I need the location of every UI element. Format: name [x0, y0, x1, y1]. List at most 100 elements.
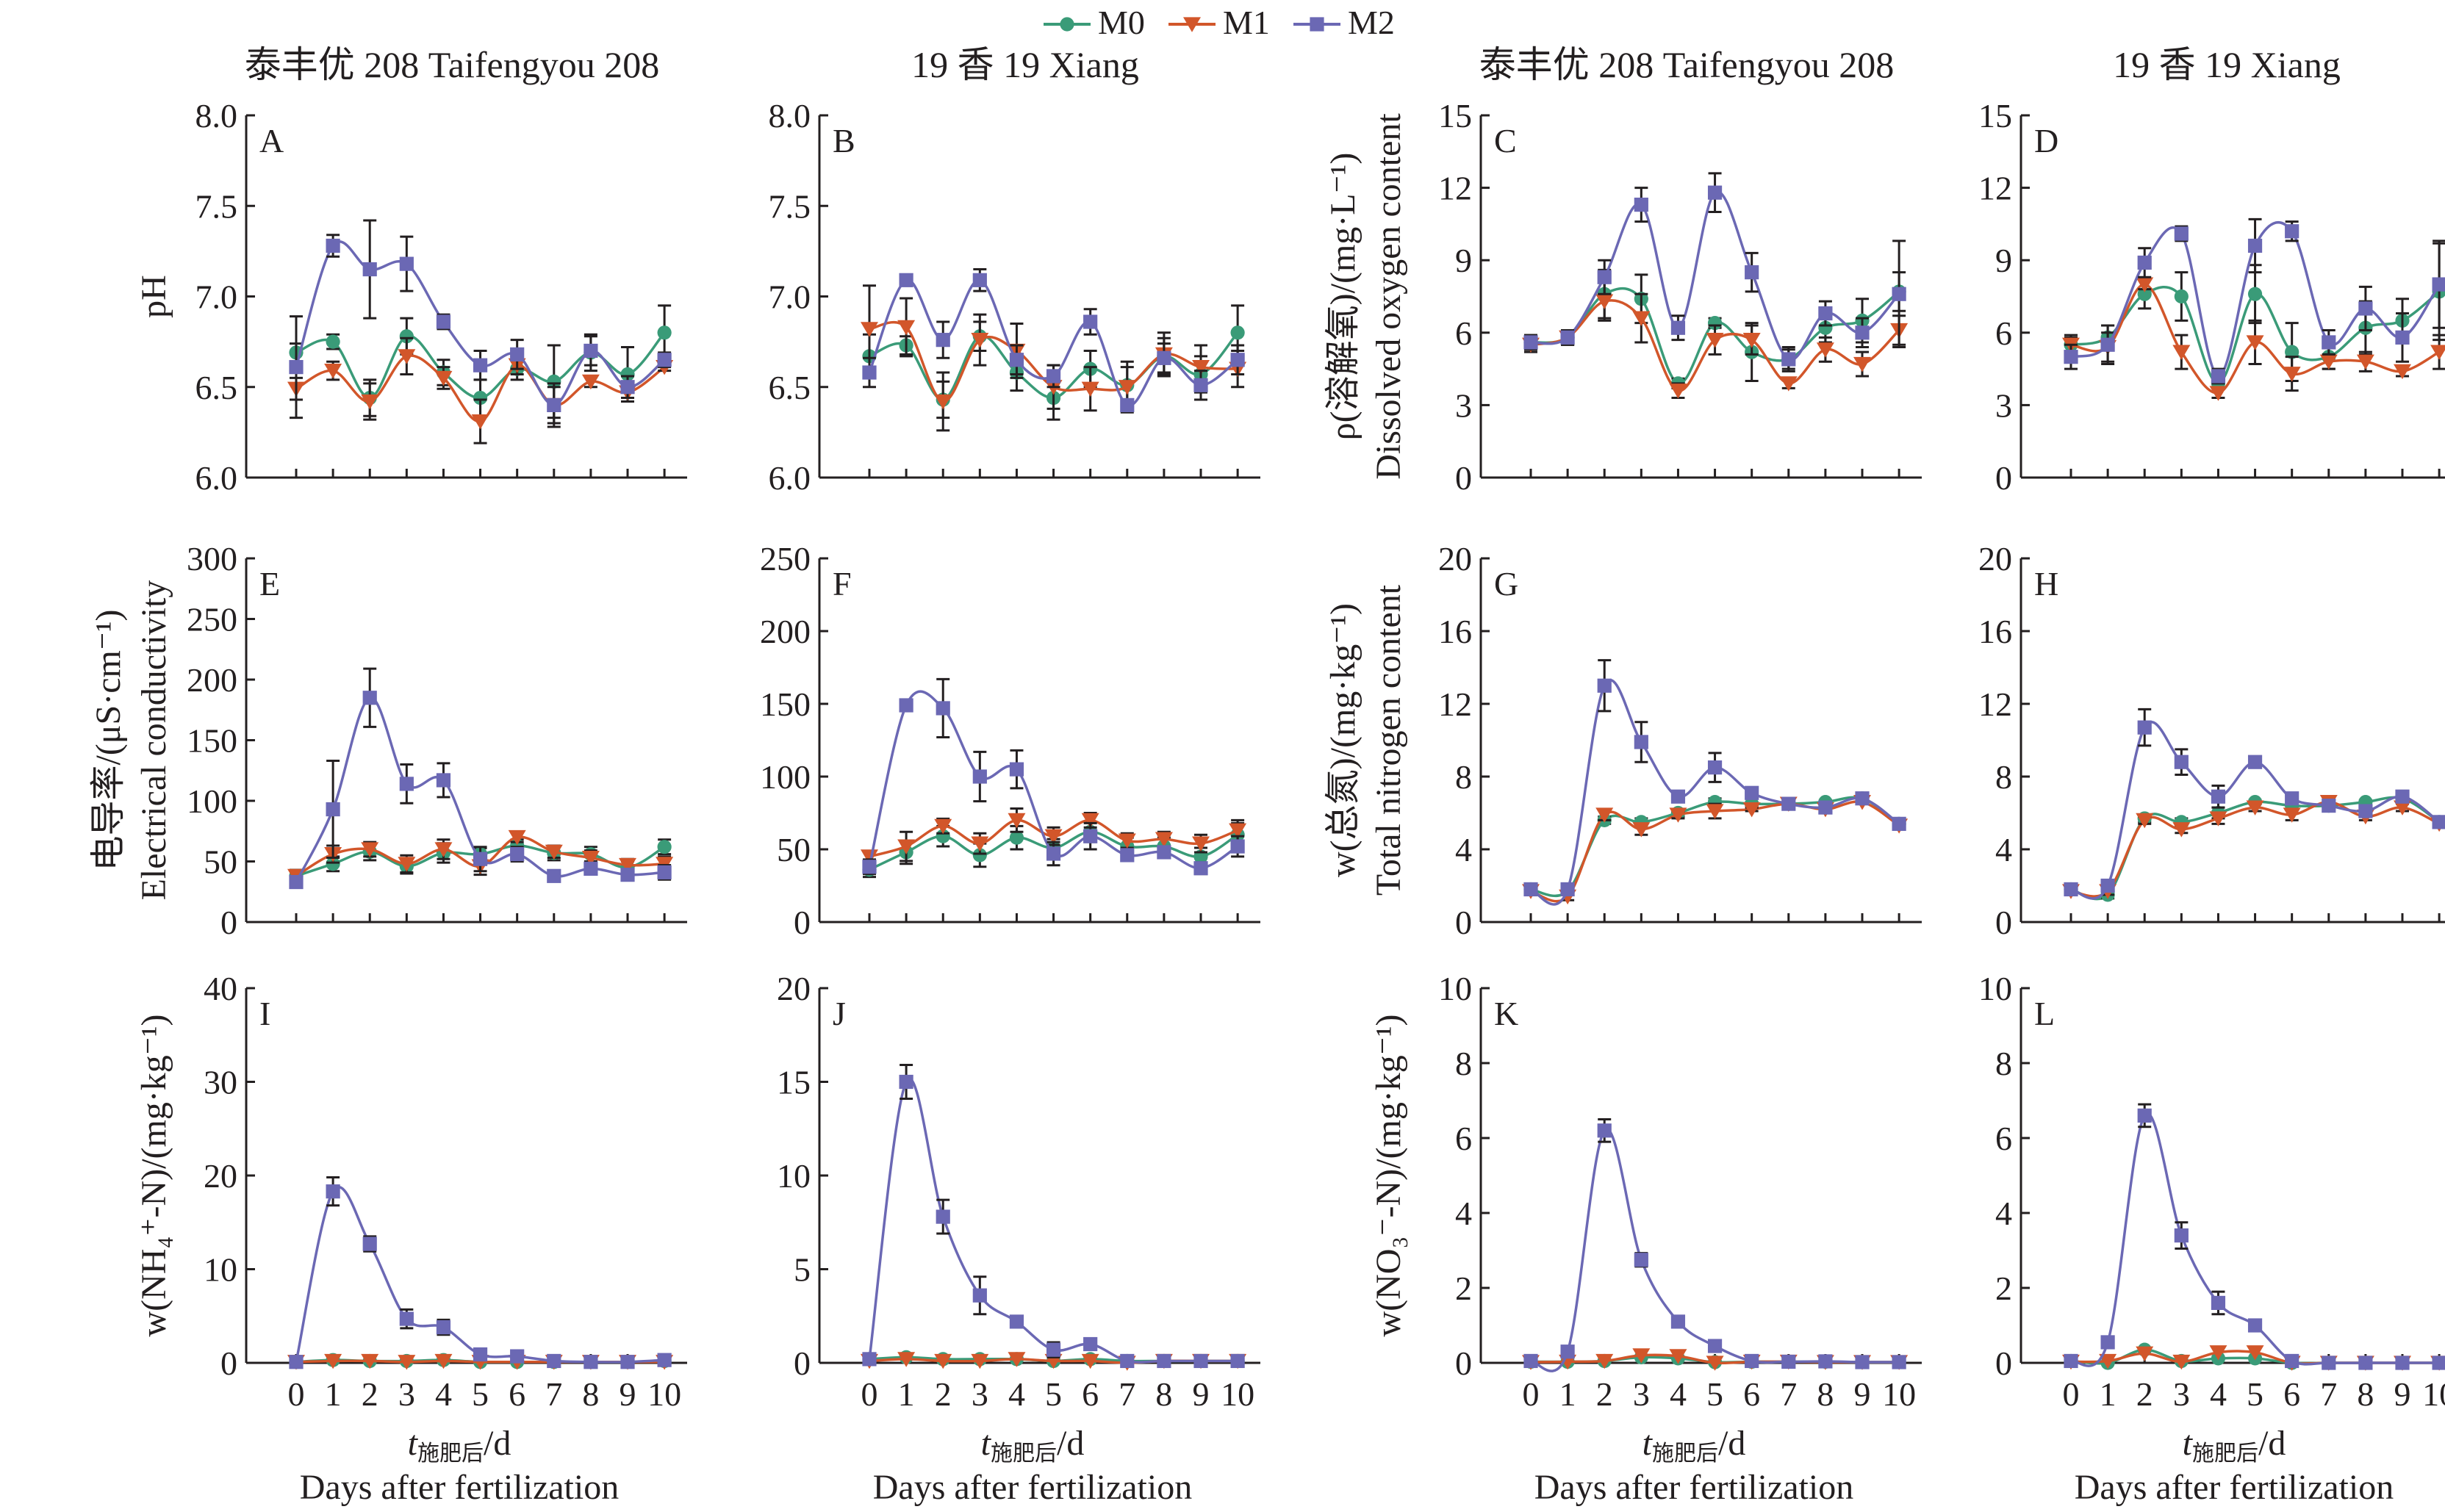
x-tick-label: 2	[1596, 1375, 1613, 1413]
data-point	[1230, 325, 1245, 340]
data-point	[399, 256, 414, 271]
y-tick-label: 3	[1995, 386, 2012, 424]
data-point	[473, 358, 488, 372]
data-point	[326, 334, 340, 349]
x-tick-label: 2	[362, 1375, 378, 1413]
y-tick-label: 15	[1978, 97, 2012, 134]
data-point	[1597, 678, 1612, 693]
x-tick-label: 1	[898, 1375, 915, 1413]
data-point	[1560, 330, 1575, 345]
data-point	[1818, 306, 1833, 321]
data-point	[326, 802, 340, 817]
data-point	[1230, 353, 1245, 367]
data-point	[657, 865, 672, 879]
y-tick-label: 150	[187, 722, 237, 760]
x-tick-label: 10	[647, 1375, 681, 1413]
y-tick-label: 16	[1978, 613, 2012, 650]
y-axis-label: w(NH₄⁺-N)/(mg·kg⁻¹)	[134, 1014, 173, 1336]
y-tick-label: 4	[1995, 1195, 2012, 1232]
y-tick-label: 12	[1438, 170, 1472, 207]
panel-letter: G	[1494, 565, 1518, 602]
data-point	[508, 829, 526, 846]
x-tick-label: 6	[1743, 1375, 1760, 1413]
data-point	[1081, 381, 1099, 397]
data-point	[1818, 800, 1833, 815]
data-point	[1781, 796, 1796, 811]
series-m1	[861, 807, 1247, 865]
legend: M0 M1 M2	[1044, 4, 1395, 41]
series-line	[868, 1077, 1238, 1364]
data-point	[620, 380, 635, 395]
data-point	[657, 325, 672, 340]
data-point	[326, 238, 340, 253]
x-axis-label-en: Days after fertilization	[1534, 1468, 1853, 1507]
legend-item-m1: M1	[1168, 4, 1270, 41]
data-point	[2395, 330, 2410, 345]
x-tick-label: 6	[509, 1375, 525, 1413]
x-tick-label: 3	[2173, 1375, 2190, 1413]
data-point	[620, 1355, 635, 1369]
data-point	[1818, 320, 1833, 335]
data-point	[1120, 848, 1135, 863]
data-point	[2136, 277, 2154, 292]
x-tick-label: 2	[2136, 1375, 2153, 1413]
x-tick-label: 9	[1193, 1375, 1210, 1413]
data-point	[362, 262, 377, 277]
x-axis-label: t施肥后/d	[2183, 1424, 2286, 1466]
data-point	[2395, 1356, 2410, 1370]
data-point	[2136, 1346, 2154, 1362]
x-tick-label: 3	[398, 1375, 415, 1413]
data-point	[584, 1355, 598, 1369]
data-point	[1779, 376, 1798, 392]
data-point	[2247, 1318, 2263, 1333]
y-tick-label: 4	[1995, 831, 2012, 868]
y-axis-label: pH	[134, 275, 173, 318]
panels: 6.06.57.07.58.0ApH6.06.57.07.58.0B036912…	[89, 97, 2445, 1507]
series-m2	[1523, 659, 1906, 906]
data-point	[362, 691, 377, 705]
data-point	[1781, 352, 1796, 367]
legend-item-m2: M2	[1293, 4, 1395, 41]
data-point	[361, 842, 379, 857]
data-point	[862, 365, 877, 380]
y-tick-label: 12	[1978, 685, 2012, 723]
x-tick-label: 7	[545, 1375, 562, 1413]
data-point	[2285, 345, 2299, 359]
data-point	[434, 1353, 453, 1369]
data-point	[2209, 1345, 2227, 1361]
data-point	[2064, 1353, 2078, 1369]
x-tick-label: 10	[1882, 1375, 1916, 1413]
data-point	[2246, 800, 2264, 816]
y-tick-label: 9	[1455, 242, 1472, 279]
data-point	[1595, 294, 1614, 309]
data-point	[971, 333, 989, 348]
data-point	[1670, 1314, 1686, 1329]
x-tick-label: 8	[582, 1375, 599, 1413]
y-tick-label: 4	[1455, 1195, 1472, 1232]
data-point	[2319, 354, 2338, 370]
data-point	[1009, 1314, 1024, 1329]
panel-letter: B	[833, 122, 855, 159]
y-axis-label: w(NO₃⁻-N)/(mg·kg⁻¹)	[1369, 1014, 1408, 1336]
column-title: 19 香 19 Xiang	[911, 44, 1139, 85]
data-point	[324, 1353, 342, 1369]
data-point	[1081, 813, 1099, 829]
y-tick-label: 300	[187, 540, 237, 577]
data-point	[2358, 301, 2373, 316]
x-axis-label-en: Days after fertilization	[873, 1468, 1192, 1507]
data-point	[2246, 1345, 2264, 1361]
panel-g: 0 4 8 12 16 20 Gw(总氮)/(mg·kg⁻¹) Total nitrogen …	[1324, 540, 1922, 941]
data-point	[936, 1209, 950, 1224]
data-point	[1008, 813, 1026, 829]
data-point	[2137, 720, 2152, 735]
data-point	[861, 322, 878, 337]
y-tick-label: 0	[220, 1344, 237, 1382]
data-point	[620, 868, 635, 882]
series-m2	[1523, 1118, 1906, 1372]
data-point	[1669, 1349, 1687, 1364]
y-tick-label: 20	[777, 970, 811, 1007]
data-point	[1081, 1353, 1099, 1369]
